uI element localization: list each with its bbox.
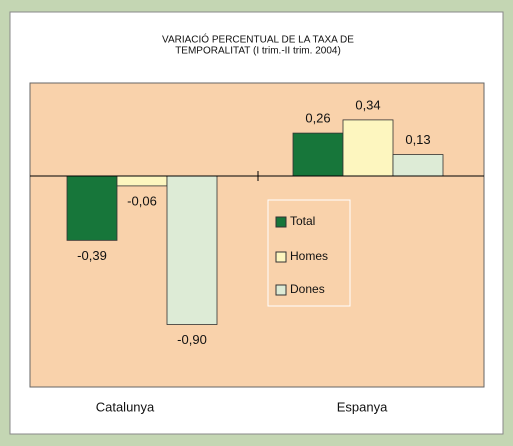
data-label: 0,26 — [305, 111, 330, 126]
bar — [292, 132, 344, 177]
legend-swatch — [275, 216, 287, 228]
bar — [392, 154, 444, 177]
x-tick-label: Espanya — [337, 399, 388, 414]
legend-swatch — [275, 284, 287, 296]
legend-label: Homes — [290, 249, 328, 263]
bar — [166, 175, 218, 325]
chart-title: VARIACIÓ PERCENTUAL DE LA TAXA DE — [162, 33, 354, 46]
chart-title: TEMPORALITAT (I trim.-II trim. 2004) — [175, 46, 341, 57]
bar — [66, 175, 118, 241]
data-label: -0,39 — [77, 248, 107, 263]
legend-label: Total — [290, 214, 315, 228]
data-label: 0,13 — [405, 132, 430, 147]
data-label: -0,90 — [177, 332, 207, 347]
legend-swatch — [275, 251, 287, 263]
data-label: 0,34 — [355, 97, 380, 112]
data-label: -0,06 — [127, 193, 157, 208]
x-tick-label: Catalunya — [96, 399, 155, 414]
bar — [342, 119, 394, 177]
bar — [116, 175, 168, 187]
legend-label: Dones — [290, 282, 325, 296]
legend — [267, 199, 351, 307]
